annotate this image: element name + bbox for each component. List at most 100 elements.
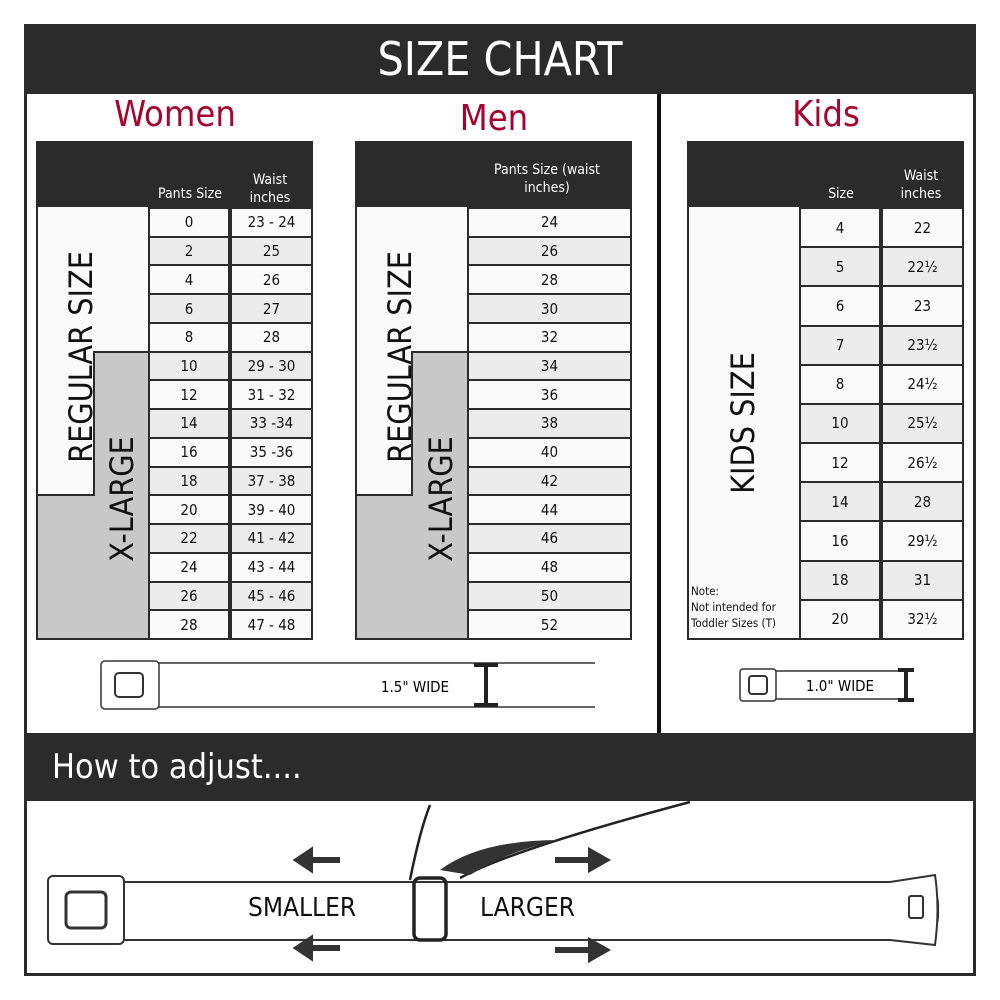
waist-cell: 25 xyxy=(232,237,311,265)
size-cell: 14 xyxy=(801,483,879,521)
size-cell: 18 xyxy=(801,561,879,599)
women-heading: Women xyxy=(114,94,236,135)
kids-col-size: Size xyxy=(828,186,854,202)
size-cell: 42 xyxy=(469,467,630,495)
waist-cell: 22½ xyxy=(883,248,962,286)
size-cell: 22 xyxy=(150,525,228,552)
adjust-heading: How to adjust.... xyxy=(24,733,976,801)
table-row: 2 25 xyxy=(148,236,311,265)
size-cell: 44 xyxy=(469,496,630,524)
waist-cell: 31 - 32 xyxy=(232,381,311,409)
waist-cell: 23 - 24 xyxy=(232,209,311,236)
size-cell: 2 xyxy=(150,237,228,265)
kids-col-waist: Waist inches xyxy=(900,168,942,202)
size-cell: 26 xyxy=(469,237,630,265)
table-row: 46 xyxy=(467,523,630,552)
waist-cell: 31 xyxy=(883,561,962,599)
table-row: 12 26½ xyxy=(799,442,962,482)
waist-cell: 29 - 30 xyxy=(232,352,311,380)
table-row: 48 xyxy=(467,552,630,581)
table-row: 4 26 xyxy=(148,264,311,294)
table-row: 14 28 xyxy=(799,481,962,521)
size-cell: 10 xyxy=(150,352,228,380)
kids-size-label: KIDS SIZE xyxy=(724,352,762,494)
table-row: 18 31 xyxy=(799,560,962,599)
kids-table-header: Size Waist inches xyxy=(689,143,962,207)
women-table-header: Pants Size Waist inches xyxy=(38,143,311,207)
size-cell: 20 xyxy=(150,496,228,524)
women-xlarge-label: X-LARGE xyxy=(103,436,141,562)
table-row: 6 23 xyxy=(799,285,962,325)
waist-cell: 22 xyxy=(883,209,962,247)
size-cell: 34 xyxy=(469,352,630,380)
size-cell: 24 xyxy=(150,553,228,581)
size-cell: 28 xyxy=(150,611,228,638)
table-row: 4 22 xyxy=(799,207,962,247)
table-row: 50 xyxy=(467,581,630,610)
size-cell: 0 xyxy=(150,209,228,236)
table-row: 20 39 - 40 xyxy=(148,494,311,524)
table-row: 38 xyxy=(467,408,630,437)
size-cell: 8 xyxy=(150,323,228,351)
size-cell: 4 xyxy=(801,209,879,247)
waist-cell: 39 - 40 xyxy=(232,496,311,524)
women-belt-icon xyxy=(100,660,595,710)
size-cell: 14 xyxy=(150,410,228,437)
page-title: SIZE CHART xyxy=(24,24,976,94)
size-cell: 18 xyxy=(150,467,228,495)
waist-cell: 25½ xyxy=(883,404,962,443)
size-cell: 12 xyxy=(801,444,879,482)
women-regular-label: REGULAR SIZE xyxy=(62,251,100,463)
men-heading: Men xyxy=(459,98,529,139)
women-belt-width: 1.5" WIDE xyxy=(380,678,450,696)
table-row: 28 47 - 48 xyxy=(148,609,311,638)
waist-cell: 35 -36 xyxy=(232,438,311,466)
women-xlarge-region xyxy=(93,351,148,638)
waist-cell: 23½ xyxy=(883,326,962,364)
divider xyxy=(657,94,661,734)
adjust-illustration xyxy=(47,800,940,964)
table-row: 5 22½ xyxy=(799,246,962,286)
waist-cell: 26½ xyxy=(883,444,962,482)
waist-cell: 28 xyxy=(883,483,962,521)
size-cell: 4 xyxy=(150,266,228,294)
kids-belt-width: 1.0" WIDE xyxy=(805,677,875,695)
waist-cell: 24½ xyxy=(883,365,962,403)
women-col-pants-size: Pants Size xyxy=(157,186,223,202)
size-cell: 26 xyxy=(150,582,228,610)
table-row: 30 xyxy=(467,293,630,322)
table-row: 16 29½ xyxy=(799,520,962,560)
table-row: 6 27 xyxy=(148,293,311,322)
kids-belt-icon xyxy=(739,668,914,702)
table-row: 26 45 - 46 xyxy=(148,581,311,610)
waist-cell: 47 - 48 xyxy=(232,611,311,638)
size-cell: 6 xyxy=(801,287,879,325)
kids-heading: Kids xyxy=(792,94,860,135)
size-cell: 28 xyxy=(469,266,630,294)
kids-note: Note: Not intended for Toddler Sizes (T) xyxy=(691,584,776,630)
men-regular-label: REGULAR SIZE xyxy=(381,251,419,463)
smaller-label: SMALLER xyxy=(248,893,357,923)
table-row: 52 xyxy=(467,609,630,638)
waist-cell: 33 -34 xyxy=(232,410,311,437)
table-row: 26 xyxy=(467,236,630,265)
table-row: 7 23½ xyxy=(799,325,962,364)
size-cell: 16 xyxy=(150,438,228,466)
table-row: 28 xyxy=(467,264,630,294)
men-table: Pants Size (waist inches) REGULAR SIZE X… xyxy=(355,141,632,640)
size-cell: 12 xyxy=(150,381,228,409)
size-cell: 6 xyxy=(150,295,228,322)
table-row: 10 29 - 30 xyxy=(148,351,311,380)
waist-cell: 23 xyxy=(883,287,962,325)
size-cell: 7 xyxy=(801,326,879,364)
table-row: 22 41 - 42 xyxy=(148,523,311,552)
table-row: 8 28 xyxy=(148,322,311,351)
waist-cell: 27 xyxy=(232,295,311,322)
size-cell: 20 xyxy=(801,600,879,638)
table-row: 18 37 - 38 xyxy=(148,466,311,495)
waist-cell: 43 - 44 xyxy=(232,553,311,581)
table-row: 10 25½ xyxy=(799,403,962,443)
size-cell: 48 xyxy=(469,553,630,581)
size-cell: 46 xyxy=(469,525,630,552)
table-row: 24 43 - 44 xyxy=(148,552,311,581)
